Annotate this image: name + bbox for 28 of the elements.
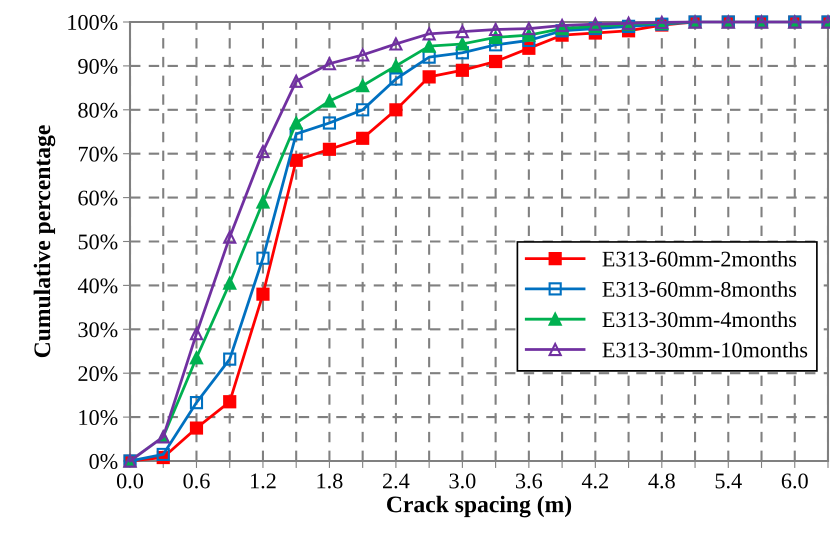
y-tick-label: 80% bbox=[78, 102, 118, 118]
y-tick-label: 0% bbox=[89, 454, 118, 469]
y-tick-label: 70% bbox=[78, 146, 118, 162]
x-tick-label: 2.4 bbox=[382, 474, 410, 489]
y-axis-title: Cumulative percentage bbox=[34, 125, 56, 358]
x-tick-label: 3.6 bbox=[516, 474, 542, 489]
x-tick-label: 0.0 bbox=[116, 473, 144, 489]
y-tick-label: 10% bbox=[79, 410, 118, 426]
y-tick-label: 60% bbox=[78, 190, 118, 206]
y-tick-label: 20% bbox=[78, 366, 118, 382]
x-tick-label: 5.4 bbox=[716, 474, 742, 489]
x-tick-label: 1.8 bbox=[317, 473, 342, 489]
y-tick-label: 100% bbox=[68, 14, 118, 30]
x-tick-label: 4.8 bbox=[648, 473, 675, 489]
x-tick-label: 1.2 bbox=[251, 474, 276, 489]
legend-label: E313-30mm-4months bbox=[602, 312, 796, 328]
x-tick-label: 0.6 bbox=[183, 473, 210, 489]
x-tick-label: 3.0 bbox=[450, 473, 476, 489]
legend-label: E313-60mm-2months bbox=[602, 250, 796, 267]
y-tick-label: 30% bbox=[78, 322, 118, 338]
y-tick-label: 50% bbox=[78, 234, 118, 250]
x-tick-label: 6.0 bbox=[782, 473, 808, 489]
legend-label: E313-60mm-8months bbox=[602, 281, 796, 297]
y-tick-label: 40% bbox=[78, 278, 118, 294]
y-tick-label: 90% bbox=[78, 58, 118, 74]
x-axis-title: Crack spacing (m) bbox=[387, 496, 572, 518]
x-tick-label: 4.2 bbox=[582, 474, 608, 489]
legend-label: E313-30mm-10months bbox=[602, 342, 808, 358]
